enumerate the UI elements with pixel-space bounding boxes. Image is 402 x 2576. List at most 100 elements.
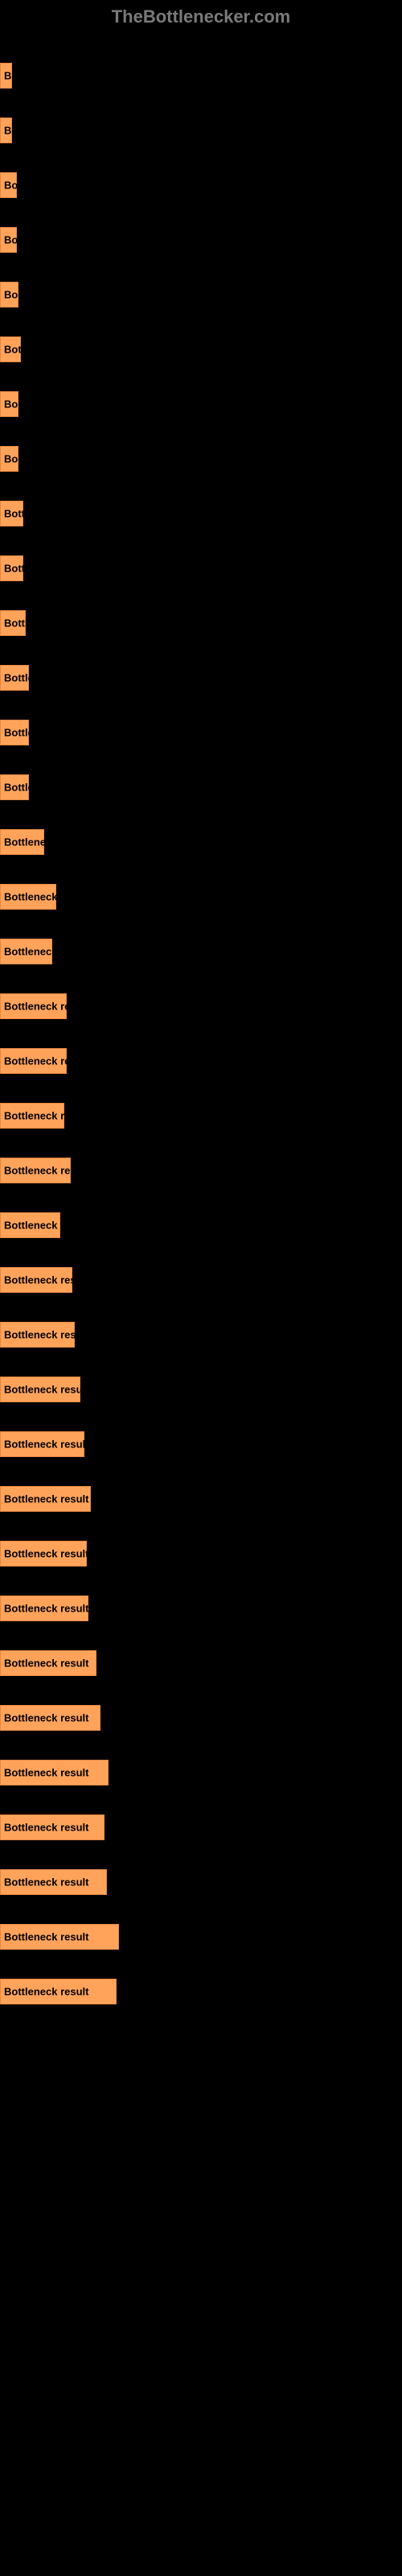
bar-text: Bottleneck result <box>4 1603 88 1615</box>
bar-text: Bottleneck result <box>4 1055 88 1067</box>
bar: Bottleneck result <box>0 1650 96 1676</box>
bar: Bottl <box>0 610 26 636</box>
bar-wrap: Bottleneck res <box>0 884 402 910</box>
bar-label: Bottle <box>0 705 402 717</box>
bar-row: Bottleneck result Bottleneck result <box>0 1253 402 1293</box>
bar-wrap: Bottleneck result <box>0 1869 402 1895</box>
bar: B <box>0 63 12 89</box>
bar: Bottleneck result <box>0 1486 91 1512</box>
bar-label: Bottleneck result <box>0 1855 402 1867</box>
bar-row: Bottleneck resultBottleneck result <box>0 1636 402 1676</box>
bar-text: B <box>4 70 11 82</box>
bar-label: Bottleneck result <box>0 1800 402 1812</box>
bar: Bottleneck result <box>0 1158 71 1183</box>
bar-row: Bo Bo <box>0 158 402 198</box>
bar-wrap: Bottleneck result <box>0 1267 402 1293</box>
bar-wrap: Bottleneck result <box>0 1486 402 1512</box>
bar: Bottleneck resul <box>0 1103 64 1129</box>
bar-label: Bo <box>0 267 402 279</box>
bar-label: Bottleneck result <box>0 1034 402 1046</box>
bar: Bottleneck result <box>0 1924 119 1950</box>
bar-label: B <box>0 48 402 60</box>
bar-text: Bottleneck result <box>4 1165 88 1177</box>
bar-wrap: Bottleneck result <box>0 1979 402 2004</box>
bar: Bottleneck res <box>0 884 56 910</box>
bar-wrap: Bott <box>0 555 402 581</box>
bar-row: BottleBottle <box>0 705 402 745</box>
bar-wrap: Bottleneck result <box>0 1377 402 1402</box>
bar-label: Bottleneck resul <box>0 1088 402 1100</box>
bar-row: BB <box>0 48 402 89</box>
bar-label: Bottleneck res <box>0 869 402 881</box>
bar-text: Bottleneck <box>4 836 57 848</box>
bar-wrap: Bo <box>0 172 402 198</box>
bar: Bottle <box>0 774 29 800</box>
bar-text: Bottleneck result <box>4 1986 88 1998</box>
bar-wrap: Bottle <box>0 665 402 691</box>
bar-wrap: Bottleneck result <box>0 1158 402 1183</box>
bar-row: BoBo <box>0 377 402 417</box>
bar-text: Bott <box>4 563 25 575</box>
bar: Bott <box>0 555 23 581</box>
bar-row: BottBott <box>0 486 402 526</box>
bar-row: Bottleneck result Bottleneck result <box>0 1800 402 1840</box>
bar: Bottleneck result <box>0 1760 109 1785</box>
bar-text: Bottl <box>4 617 28 630</box>
bar-text: Bottleneck result <box>4 1657 88 1670</box>
bar-text: Bottleneck result <box>4 1329 88 1341</box>
bar-text: Bott <box>4 508 25 520</box>
bar-wrap: Bottleneck result <box>0 1431 402 1457</box>
bar: Bottle <box>0 720 29 745</box>
bar-label: Bo <box>0 158 402 170</box>
bar-wrap: Bottleneck result <box>0 1541 402 1567</box>
bar: Bottleneck result <box>0 1541 87 1567</box>
bar-row: Bo Bo <box>0 267 402 308</box>
bar-row: Bo Bo <box>0 213 402 253</box>
bar: Bottleneck r <box>0 939 52 964</box>
bar-label: Bottleneck result <box>0 1526 402 1538</box>
bar-label: Bottleneck result <box>0 1417 402 1429</box>
bar-text: Bottleneck result <box>4 1767 88 1779</box>
bar-text: Bottleneck result <box>4 1712 88 1724</box>
bar-text: Bottleneck result <box>4 1439 88 1451</box>
bar-row: Bottleneck resultBottleneck result <box>0 1143 402 1183</box>
bar: Bottleneck result <box>0 1814 105 1840</box>
bar-label: Bottleneck result <box>0 1581 402 1593</box>
bar-wrap: Bottle <box>0 720 402 745</box>
bar: Bottleneck result <box>0 1377 80 1402</box>
bar-text: Bottleneck result <box>4 1384 88 1396</box>
bar: Bottleneck <box>0 829 44 855</box>
bar-label: Bottleneck result <box>0 979 402 991</box>
bar: Bottleneck result <box>0 1596 88 1621</box>
bar: Bottleneck result <box>0 1267 72 1293</box>
bar-wrap: Bo <box>0 227 402 253</box>
bar-row: Bottleneck resultBottleneck result <box>0 1690 402 1731</box>
bar: Bottleneck result <box>0 1431 84 1457</box>
bar-label: Bo <box>0 213 402 225</box>
bar-text: Bottleneck res <box>4 891 76 903</box>
bar-label: Bott <box>0 541 402 553</box>
bar-wrap: Bottleneck r <box>0 939 402 964</box>
bar: B <box>0 118 12 143</box>
bar-label: Bottleneck res <box>0 1198 402 1210</box>
bar-row: Bottleneck resultBottleneck result <box>0 1964 402 2004</box>
bar: Bo <box>0 172 17 198</box>
bar: Bo <box>0 446 18 472</box>
bar: Bo <box>0 227 17 253</box>
bar-label: Bottleneck result <box>0 1253 402 1265</box>
bar-wrap: Bottleneck result <box>0 1814 402 1840</box>
bar-label: Bo <box>0 431 402 444</box>
bar: Bottleneck res <box>0 1212 60 1238</box>
bar-row: Bottleneck resultBottleneck result <box>0 1362 402 1402</box>
bar-label: Bottleneck result <box>0 1472 402 1484</box>
bar-row: BottlBottl <box>0 596 402 636</box>
bar-row: Bott Bott <box>0 541 402 581</box>
bar: Bottleneck result <box>0 1048 67 1074</box>
bar-row: Bottleneck result Bottleneck result <box>0 1581 402 1621</box>
bar: Bott <box>0 501 23 526</box>
bar-text: Bottle <box>4 727 34 739</box>
bar-row: Bottleneck resultBottleneck result <box>0 1417 402 1457</box>
bar-wrap: Bottleneck result <box>0 1596 402 1621</box>
bar-wrap: Bottleneck result <box>0 1760 402 1785</box>
bar: Bo <box>0 282 18 308</box>
